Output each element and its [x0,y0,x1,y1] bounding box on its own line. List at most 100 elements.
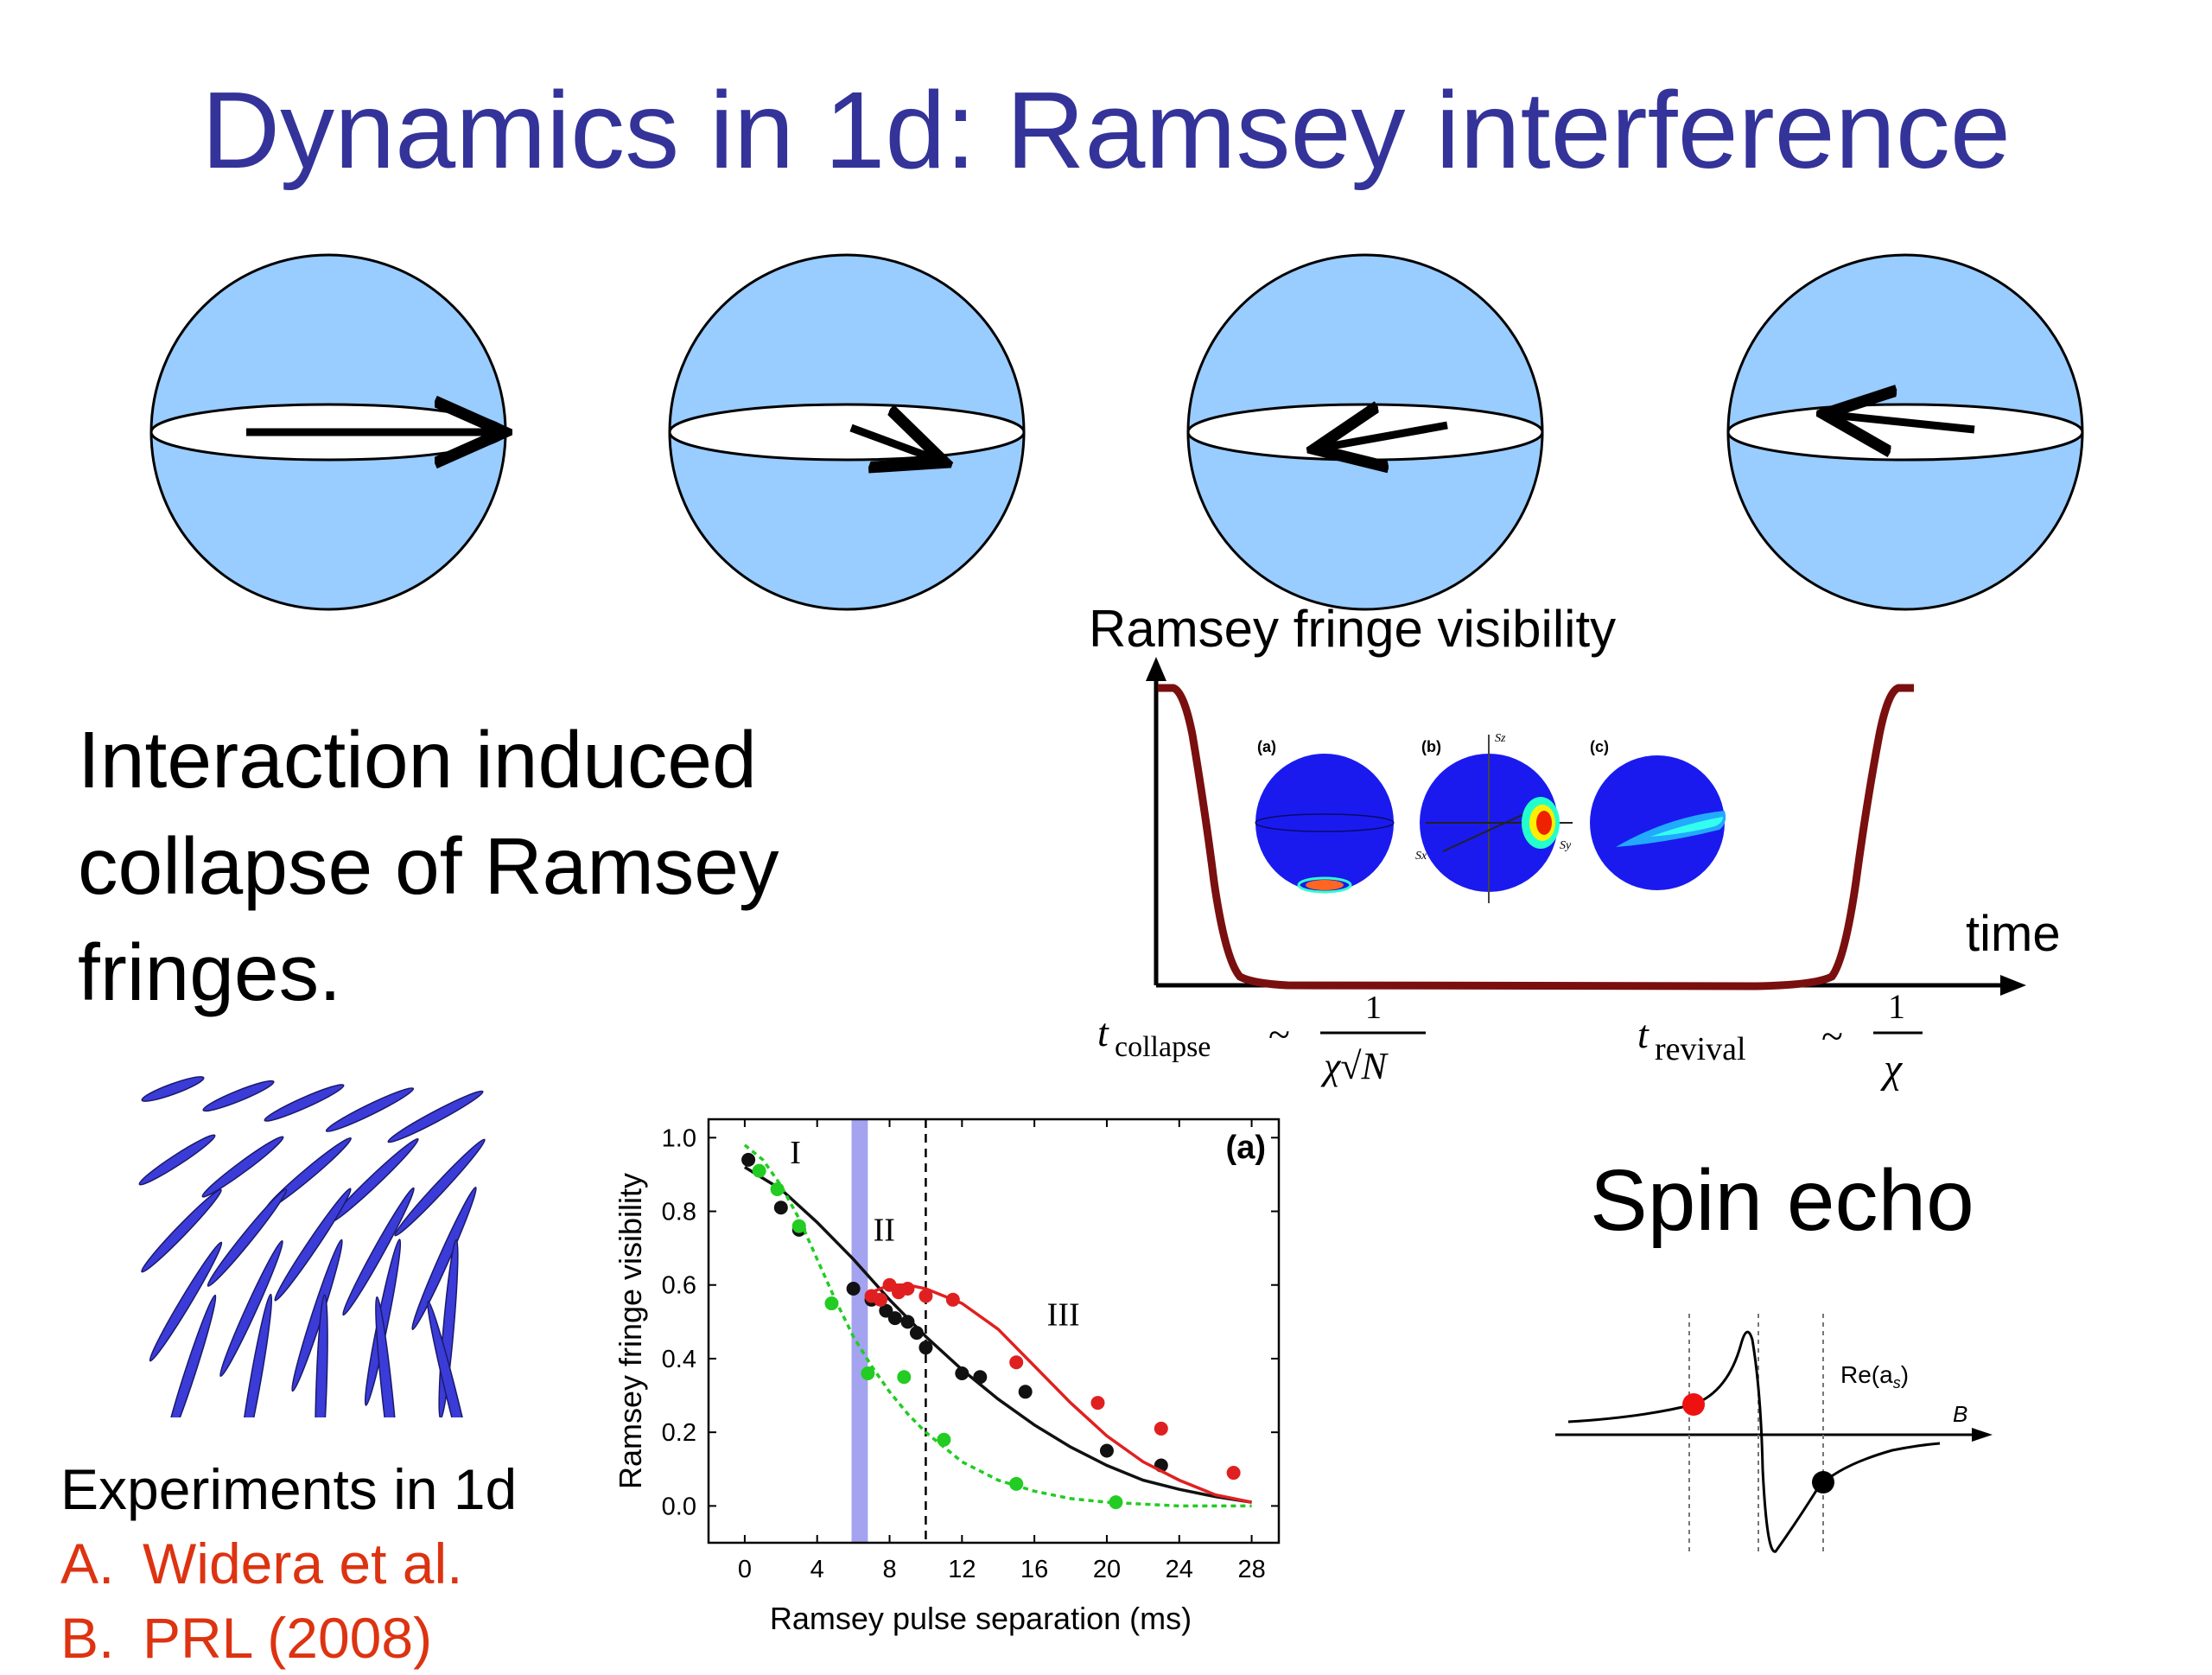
squeezed-state-ellipse [264,1084,345,1122]
chart-frame [707,1118,1281,1544]
experiments-heading: Experiments in 1d [60,1457,518,1521]
reference-b-label: B. [60,1606,115,1670]
x-tick-label: 8 [882,1556,896,1583]
inset-b: (b) Sz Sx Sy [1415,732,1573,903]
fit-curve-black [743,1165,1252,1504]
t-collapse-sim: ~ [1268,1012,1290,1056]
spin-echo-title: Spin echo [1590,1152,1974,1249]
data-point-black [900,1315,915,1329]
bloch-sphere-3 [1186,253,1544,611]
x-tick-label: 28 [1237,1556,1265,1583]
bloch-sphere-4-spin-arrow [1832,415,1975,430]
squeezed-state-ellipse [219,1239,283,1378]
data-point-red [1009,1355,1024,1370]
bullet-line-1: Interaction induced [78,715,757,805]
chart-region-label-I: I [790,1135,801,1171]
chart-region-label-II: II [874,1213,895,1249]
data-point-black [909,1326,924,1341]
t-collapse-sub: collapse [1115,1031,1211,1063]
data-point-black [973,1370,988,1385]
squeezed-state-ellipse [149,1241,223,1362]
inset-c-smear-outer [1616,811,1726,847]
inset-c-sphere [1590,755,1725,890]
y-tick-label: 0.0 [662,1493,696,1520]
inset-b-sy-label: Sy [1560,839,1572,852]
t-revival-sim: ~ [1821,1014,1843,1058]
bloch-sphere-sequence [149,253,2084,611]
data-point-red [900,1282,915,1296]
squeezed-state-ellipse [315,1294,328,1417]
inset-c-label: (c) [1590,738,1609,755]
squeezed-state-ellipse [202,1080,275,1112]
inset-a-equator [1255,813,1395,832]
data-point-black [918,1341,933,1355]
reference-a[interactable]: A. Widera et al. [60,1526,517,1601]
data-point-red [1154,1421,1168,1436]
squeezed-state-ellipse [274,1188,352,1302]
data-point-green [897,1370,912,1385]
data-point-black [955,1366,969,1380]
spin-echo-plot: B Re(as) [1555,1314,1993,1556]
visibility-curve [1158,684,1914,990]
t-revival-num: 1 [1888,987,1905,1026]
data-point-red [918,1289,933,1303]
t-collapse-den: χ√N [1320,1045,1389,1087]
schematic-x-arrowhead [2000,975,2026,996]
bloch-sphere-2 [668,253,1026,611]
data-point-green [824,1296,839,1311]
reference-b-text: PRL (2008) [143,1606,433,1670]
schematic-xlabel: time [1966,906,2061,962]
y-tick-label: 0.4 [662,1346,696,1373]
squeezed-state-ellipse [387,1090,484,1143]
bullet-line-3: fringes. [78,927,341,1017]
reference-b[interactable]: B. PRL (2008) [60,1601,517,1675]
fit-curve-green [743,1143,1252,1508]
y-tick-label: 0.8 [662,1199,696,1226]
squeezed-state-ellipse [163,1294,217,1417]
data-point-black [846,1282,861,1296]
x-tick-label: 12 [948,1556,976,1583]
inset-a-spot [1306,880,1344,890]
data-point-red [945,1292,960,1307]
inset-c: (c) [1590,738,1726,890]
chart-region-label-III: III [1047,1297,1080,1334]
data-point-red [874,1292,888,1307]
data-point-black [773,1201,788,1215]
bullet-line-2: collapse of Ramsey [78,821,779,911]
inset-b-sx-label: Sx [1415,850,1427,863]
schematic-y-arrowhead [1146,657,1166,681]
squeezed-state-ellipse [141,1188,222,1273]
data-point-black [1018,1385,1033,1399]
bloch-sphere-3-equator [1186,403,1544,462]
spin-echo-x-label: B [1953,1401,1967,1427]
squeezed-state-ellipse [375,1296,399,1417]
schematic-ylabel: Ramsey fringe visibility [1089,600,1616,658]
chart-y-axis-label: Ramsey fringe visibility [613,1173,648,1489]
x-tick-label: 0 [738,1556,752,1583]
chart-x-axis-label: Ramsey pulse separation (ms) [770,1601,1192,1636]
chart-shaded-band [851,1119,868,1543]
bullet-text: Interaction induced collapse of Ramsey f… [78,707,942,1026]
y-tick-label: 1.0 [662,1124,696,1152]
ramsey-visibility-chart: 0 4 8 12 16 20 24 28 0.0 0.2 0.4 0.6 0.8 1.0 Ramsey pu… [613,1118,1281,1636]
squeezed-state-ellipse [141,1076,205,1102]
squeezed-state-ellipse [201,1136,284,1198]
data-point-green [1009,1476,1024,1491]
data-point-green [1109,1495,1123,1510]
squeezed-states-illustration [138,1076,486,1417]
spin-echo-y-label: Re(as) [1840,1361,1909,1392]
bloch-sphere-4 [1726,253,2084,611]
squeezed-state-ellipse [238,1293,273,1417]
inset-a: (a) [1255,738,1395,894]
bloch-sphere-2-spin-arrow [849,428,938,460]
squeezed-state-ellipse [411,1186,477,1331]
reference-a-label: A. [60,1532,115,1595]
data-point-black [1099,1443,1114,1458]
data-point-green [770,1181,785,1196]
reference-a-text: Widera et al. [143,1532,463,1595]
inset-b-spot-core [1536,811,1552,835]
spin-echo-black-point [1812,1471,1834,1493]
data-point-green [752,1163,766,1178]
t-collapse-formula: t collapse ~ 1 χ√N [1097,990,1426,1087]
data-point-red [1226,1466,1241,1481]
